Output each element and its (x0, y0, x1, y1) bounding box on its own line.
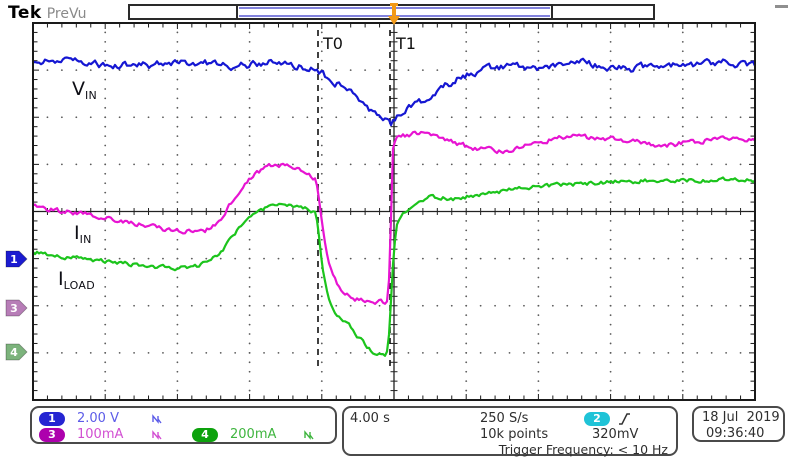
channel-4-badge[interactable]: 4 (192, 428, 218, 442)
trigger-level-readout: 320mV (592, 427, 639, 442)
trace-i_load (34, 176, 754, 357)
horizontal-trigger-box: 4.00 s 250 S/s 10k points 2 320mV Trigge… (342, 406, 678, 457)
bandwidth-limit-icon (152, 430, 162, 440)
bandwidth-limit-icon (152, 414, 162, 424)
trace-i_in (34, 130, 754, 305)
trigger-source-badge[interactable]: 2 (584, 412, 610, 426)
brand-row: Tek PreVu (8, 3, 86, 23)
record-bar-divider-left (236, 6, 238, 18)
channel-readout-box: 1 2.00 V 3 100mA 4 200mA (30, 406, 337, 444)
time-readout: 09:36:40 (706, 426, 765, 441)
channel-ground-marker-3[interactable]: 3 (5, 299, 28, 317)
screen-corner-dash (775, 5, 788, 8)
channel-3-scale: 100mA (77, 427, 124, 442)
vin-sub: IN (85, 89, 98, 102)
date-readout: 18 Jul 2019 (702, 410, 780, 425)
iload-sub: LOAD (63, 279, 96, 292)
tek-logo: Tek (8, 3, 42, 23)
svg-text:1: 1 (10, 253, 18, 266)
svg-text:4: 4 (10, 346, 18, 359)
trace-label-vin: VIN (72, 78, 97, 102)
trigger-position-marker-icon[interactable] (386, 3, 402, 27)
cursor-label-t1: T1 (396, 34, 416, 53)
trigger-frequency-readout: Trigger Frequency: < 10 Hz (498, 442, 668, 457)
channel-1-badge[interactable]: 1 (39, 412, 65, 426)
svg-text:3: 3 (10, 302, 18, 315)
channel-ground-marker-1[interactable]: 1 (5, 250, 28, 268)
trace-label-iin: IIN (74, 222, 92, 246)
datetime-box: 18 Jul 2019 09:36:40 (692, 406, 785, 442)
channel-1-scale: 2.00 V (77, 411, 119, 426)
sample-rate-readout: 250 S/s (480, 411, 529, 426)
acquisition-mode-label: PreVu (46, 6, 87, 22)
rising-edge-icon (619, 413, 630, 425)
vin-base: V (72, 78, 85, 100)
bandwidth-limit-icon (304, 430, 314, 440)
trace-v_in (34, 56, 754, 127)
channel-4-scale: 200mA (230, 427, 277, 442)
channel-3-badge[interactable]: 3 (39, 428, 65, 442)
cursor-label-t0: T0 (323, 34, 343, 53)
channel-ground-marker-4[interactable]: 4 (5, 343, 28, 361)
record-length-readout: 10k points (480, 427, 549, 442)
iin-sub: IN (79, 233, 92, 246)
trace-label-iload: ILOAD (58, 268, 95, 292)
timebase-readout: 4.00 s (350, 411, 390, 426)
record-bar-divider-right (551, 6, 553, 18)
